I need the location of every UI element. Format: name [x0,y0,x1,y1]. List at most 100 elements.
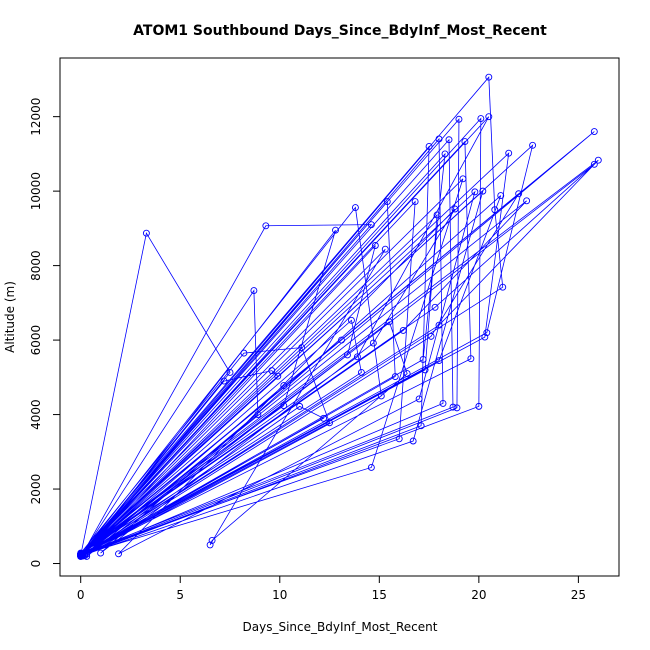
data-point [220,377,228,385]
data-point [459,175,467,183]
data-point [491,206,499,214]
data-point [415,395,423,403]
x-tick-label: 10 [272,588,287,602]
data-point [326,419,333,427]
data-point [435,321,443,329]
data-point [320,414,328,422]
data-point [344,351,351,359]
data-point [421,366,429,374]
data-point [367,221,375,229]
data-point [497,192,505,200]
data-point [409,437,417,445]
data-point [471,188,479,196]
data-point [208,536,216,544]
data-point [254,411,262,419]
y-tick-label: 6000 [29,325,43,356]
y-tick-label: 2000 [29,474,43,505]
data-point [455,115,463,123]
y-tick-label: 8000 [29,250,43,281]
data-point [377,392,385,400]
data-point [499,283,507,291]
data-point [351,204,359,211]
chart-title: ATOM1 Southbound Days_Since_BdyInf_Most_… [133,23,547,39]
data-point [505,149,513,157]
data-line [79,76,599,557]
data-point [590,128,598,135]
data-point [268,367,276,375]
data-point [523,197,531,205]
data-point [357,369,365,376]
data-point [485,113,493,121]
data-point [594,156,602,164]
data-point [381,245,389,253]
data-point [353,353,361,361]
data-point [451,205,459,213]
data-point [439,399,447,407]
data-point [280,382,288,389]
data-point [441,150,449,158]
x-tick-label: 20 [471,588,486,602]
data-point [97,549,105,557]
data-point [262,222,270,230]
data-point [461,138,469,146]
data-point [435,135,443,143]
data-point [347,316,355,324]
data-point [467,355,475,363]
data-point [367,463,375,471]
data-point [453,404,461,412]
x-tick-label: 5 [176,588,184,602]
data-point [226,369,234,376]
data-point [427,332,435,340]
data-point [338,336,345,344]
data-point [449,403,457,411]
data-point [274,372,282,380]
data-point [417,422,425,430]
y-tick-label: 12000 [29,98,43,136]
data-point [403,370,411,378]
data-point [142,229,150,237]
data-point [529,141,537,149]
data-point [425,142,433,150]
data-point [395,435,403,443]
y-axis-label: Altitude (m) [3,281,17,353]
data-point [475,402,483,410]
data-point [77,552,85,560]
data-point [250,287,258,295]
data-point [431,303,439,311]
data-point [399,326,407,334]
data-point [590,160,598,168]
x-tick-label: 15 [372,588,387,602]
data-point [479,187,487,195]
data-point [206,541,214,549]
data-point [481,333,489,341]
data-point [477,115,485,122]
x-axis-label: Days_Since_BdyInf_Most_Recent [243,620,438,634]
data-point [435,357,443,365]
data-point [391,373,399,381]
data-point [369,339,377,347]
data-point [296,402,304,410]
x-tick-label: 25 [571,588,586,602]
data-point [411,198,419,206]
data-point [115,550,122,558]
data-point [81,552,89,560]
data-point [332,226,339,234]
data-point [280,402,288,410]
y-tick-label: 0 [29,560,43,568]
data-point [385,318,393,326]
data-point [419,356,427,363]
data-point [515,190,523,198]
data-point [77,550,85,558]
y-tick-label: 10000 [29,172,43,210]
data-point [485,73,493,81]
x-tick-label: 0 [77,588,85,602]
data-point [445,136,453,144]
data-point [433,211,441,219]
data-point [383,198,391,206]
data-point [371,242,379,249]
y-tick-label: 4000 [29,399,43,430]
data-point [298,344,306,351]
data-point [483,329,491,337]
data-point [240,349,248,357]
